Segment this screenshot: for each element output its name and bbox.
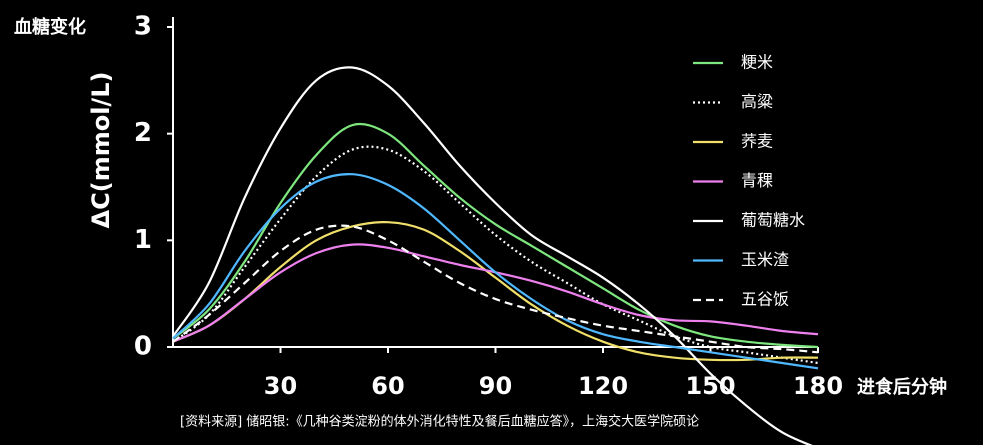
x-axis-label: 进食后分钟 (857, 376, 947, 398)
series-line (172, 221, 819, 362)
y-tick-label: 2 (134, 118, 152, 148)
x-tick-label: 120 (578, 372, 628, 400)
y-axis-label: ΔC(mmol/L) (87, 72, 115, 229)
y-tick-label: 1 (134, 225, 152, 255)
series-line (172, 243, 819, 343)
series-line (172, 173, 819, 370)
y-tick-label: 3 (134, 12, 152, 42)
chart-title: 血糖变化 (14, 16, 86, 38)
y-tick-label: 0 (134, 332, 152, 362)
legend-label: 高粱 (741, 92, 773, 111)
series-line (172, 66, 813, 445)
source-note: [资料来源] 储昭银:《几种谷类淀粉的体外消化特性及餐后血糖应答》，上海交大医学… (180, 414, 699, 430)
x-tick-label: 180 (793, 372, 843, 400)
legend-label: 五谷饭 (741, 290, 789, 309)
legend-label: 粳米 (741, 53, 773, 72)
legend-label: 葡萄糖水 (741, 211, 805, 230)
legend-label: 荞麦 (741, 132, 773, 151)
legend-label: 玉米渣 (741, 250, 789, 269)
series-line (172, 145, 819, 365)
series-line (172, 224, 819, 354)
x-tick-label: 150 (685, 372, 735, 400)
series-line (172, 122, 819, 349)
legend-label: 青稞 (741, 171, 773, 190)
x-tick-label: 30 (264, 372, 297, 400)
x-tick-label: 90 (479, 372, 512, 400)
x-tick-label: 60 (371, 372, 404, 400)
